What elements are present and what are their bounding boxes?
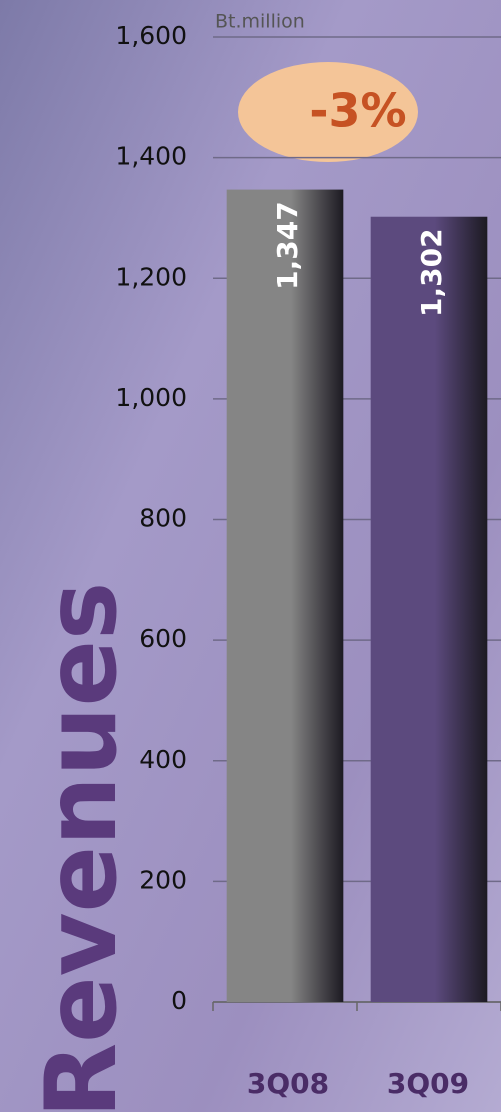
bar	[227, 190, 344, 1002]
x-tick-label: 3Q08	[247, 1067, 329, 1100]
y-tick-label: 1,000	[115, 383, 187, 412]
value-label: 1,302	[415, 228, 448, 317]
x-tick-label: 3Q09	[387, 1067, 469, 1100]
y-tick-label: 1,400	[115, 142, 187, 171]
value-label: 1,347	[271, 201, 304, 290]
y-tick-label: 1,200	[115, 262, 187, 291]
bar	[371, 217, 488, 1002]
y-tick-label: 0	[171, 986, 187, 1015]
y-tick-label: 600	[139, 624, 187, 653]
y-tick-label: 1,600	[115, 21, 187, 50]
y-tick-label: 400	[139, 745, 187, 774]
annotation: -3%	[309, 84, 406, 138]
y-axis-unit: Bt.million	[215, 11, 305, 33]
chart: Bt.million -3% Revenues 0 200 400 600 800 1,0…	[0, 0, 501, 1112]
y-tick-label: 800	[139, 504, 187, 533]
chart-title: Revenues	[25, 582, 139, 1112]
y-tick-label: 200	[139, 865, 187, 894]
